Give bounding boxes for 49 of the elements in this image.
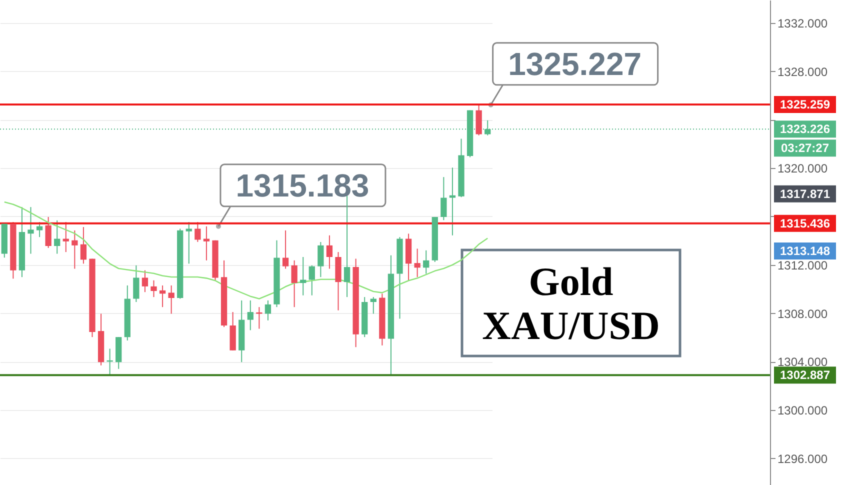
candlestick xyxy=(36,222,43,238)
text: 03:27:27 xyxy=(780,141,830,156)
candlestick xyxy=(194,222,201,242)
candlestick xyxy=(264,300,272,321)
candlestick xyxy=(440,176,447,221)
candlestick xyxy=(423,250,430,274)
ref-line-label: 1302.887 xyxy=(780,368,830,382)
candlestick xyxy=(150,280,157,298)
candlestick xyxy=(28,206,34,254)
candlestick xyxy=(133,264,140,303)
y-tick-label: 1320.000 xyxy=(778,162,828,176)
candlestick xyxy=(414,248,420,278)
candlestick xyxy=(168,284,174,314)
candlestick xyxy=(318,242,324,278)
candlestick xyxy=(247,300,254,331)
y-tick-label: 1308.000 xyxy=(778,306,828,321)
ref-line-label: 1315.436 xyxy=(780,216,830,230)
candlestick xyxy=(45,216,52,248)
y-tick-label: 1332.000 xyxy=(778,16,828,30)
candlestick xyxy=(291,260,298,308)
candlestick xyxy=(80,226,87,264)
y-tick-label: 1304.000 xyxy=(778,355,828,370)
candlestick xyxy=(476,104,482,136)
annotation: 1325.227 xyxy=(508,46,642,82)
candlestick xyxy=(300,256,306,296)
candlestick xyxy=(62,222,69,253)
candlestick xyxy=(308,264,315,296)
candlestick xyxy=(186,222,192,264)
y-tick-label: 1300.000 xyxy=(778,404,828,418)
candlestick xyxy=(326,234,333,270)
annotation: XAU/USD xyxy=(482,303,660,348)
text: Gold xyxy=(528,259,614,304)
y-tick-label: 1328.000 xyxy=(778,64,828,79)
candlestick xyxy=(72,230,78,270)
candlestick xyxy=(159,284,166,308)
text: 1313.148 xyxy=(780,244,830,258)
candlestick xyxy=(282,230,289,270)
candlestick xyxy=(370,296,376,314)
candlestick xyxy=(344,195,350,298)
candlestick xyxy=(142,270,148,293)
y-tick-label: 1296.000 xyxy=(778,452,828,466)
candlestick xyxy=(203,226,210,261)
text: 1317.871 xyxy=(780,186,830,201)
ref-line-label: 1325.259 xyxy=(780,98,830,112)
y-tick-label: 1312.000 xyxy=(778,258,828,272)
ref-line-label: 1323.226 xyxy=(780,122,830,136)
candlestick xyxy=(54,220,60,254)
annotation: 1315.183 xyxy=(236,167,370,204)
line-series xyxy=(4,201,488,300)
